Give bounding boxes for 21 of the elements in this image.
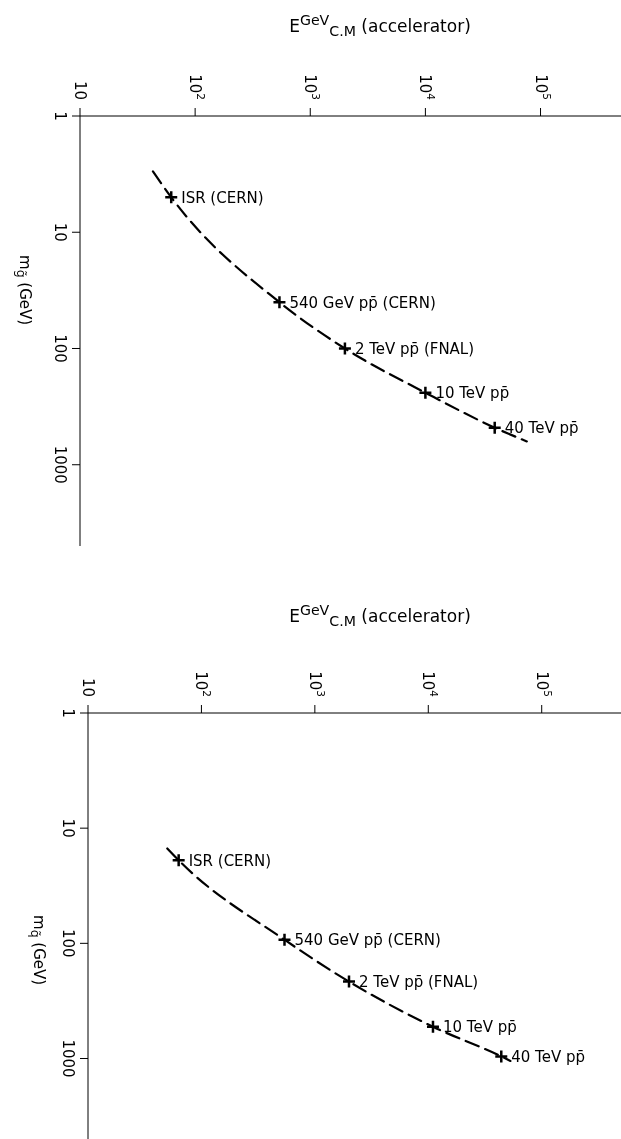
y-tick-label: 10: [51, 222, 69, 242]
annotation: 40 TeV pp̄: [511, 1047, 586, 1066]
annotation: 10 TeV pp̄: [442, 1018, 517, 1037]
annotation: ISR (CERN): [181, 188, 264, 207]
x-axis-title: E$^{GeV}$$_{C.M}$ (accelerator): [288, 602, 472, 630]
y-tick-label: 100: [59, 929, 77, 958]
annotation: 540 GeV pp̄ (CERN): [289, 293, 436, 312]
y-tick-label: 1000: [51, 445, 69, 484]
annotation: 2 TeV pp̄ (FNAL): [359, 972, 479, 991]
y-tick-label: 1: [59, 708, 77, 718]
x-axis-title: E$^{GeV}$$_{C.M}$ (accelerator): [288, 12, 472, 40]
annotation: 10 TeV pp̄: [435, 384, 510, 403]
y-tick-label: 1: [51, 111, 69, 121]
annotation: ISR (CERN): [188, 851, 272, 870]
annotation: 540 GeV pp̄ (CERN): [294, 931, 441, 950]
annotation: 2 TeV pp̄ (FNAL): [354, 339, 475, 358]
x-tick-label: 10: [79, 677, 97, 697]
y-tick-label: 1000: [59, 1039, 77, 1078]
annotation: 40 TeV pp̄: [504, 419, 579, 438]
y-tick-label: 100: [51, 334, 69, 363]
y-tick-label: 10: [59, 818, 77, 838]
